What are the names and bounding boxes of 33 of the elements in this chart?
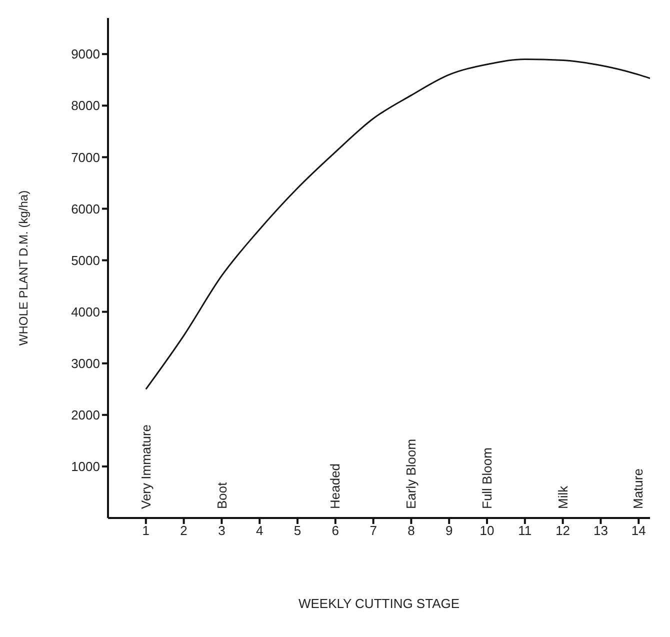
y-tick-label: 2000	[71, 408, 100, 423]
y-tick-label: 7000	[71, 150, 100, 165]
line-series	[145, 58, 650, 390]
x-tick-label: 4	[256, 523, 264, 538]
x-tick-label: 10	[480, 523, 494, 538]
annotation: Boot	[214, 482, 230, 509]
y-tick-label: 3000	[71, 356, 100, 371]
y-tick-label: 9000	[71, 46, 100, 62]
x-axis-title: WEEKLY CUTTING STAGE	[298, 596, 460, 611]
y-tick-label: 4000	[71, 304, 100, 320]
annotation: Very Immature	[138, 424, 154, 509]
y-tick-label: 8000	[71, 98, 100, 114]
x-tick-label: 5	[294, 523, 302, 538]
x-tick-label: 11	[518, 523, 532, 538]
y-axis-title: WHOLE PLANT D.M. (kg/ha)	[16, 190, 30, 346]
x-tick-label: 7	[370, 523, 377, 538]
y-tick-label: 6000	[71, 201, 100, 216]
annotation: Early Bloom	[404, 438, 419, 509]
annotation: Milk	[556, 485, 571, 509]
x-tick-label: 1	[142, 523, 150, 538]
annotation: Mature	[630, 468, 646, 509]
x-tick-label: 3	[218, 523, 226, 538]
x-tick-label: 13	[593, 523, 608, 538]
y-tick-label: 1000	[71, 459, 100, 474]
x-tick-label: 2	[180, 523, 188, 538]
annotation: Full Bloom	[480, 448, 495, 509]
y-tick-label: 5000	[71, 252, 100, 268]
x-tick-label: 8	[408, 523, 415, 538]
x-tick-label: 12	[556, 523, 570, 538]
x-tick-label: 6	[332, 523, 340, 538]
annotation: Headed	[328, 463, 343, 509]
x-tick-label: 9	[446, 523, 453, 538]
x-tick-label: 14	[631, 523, 646, 538]
